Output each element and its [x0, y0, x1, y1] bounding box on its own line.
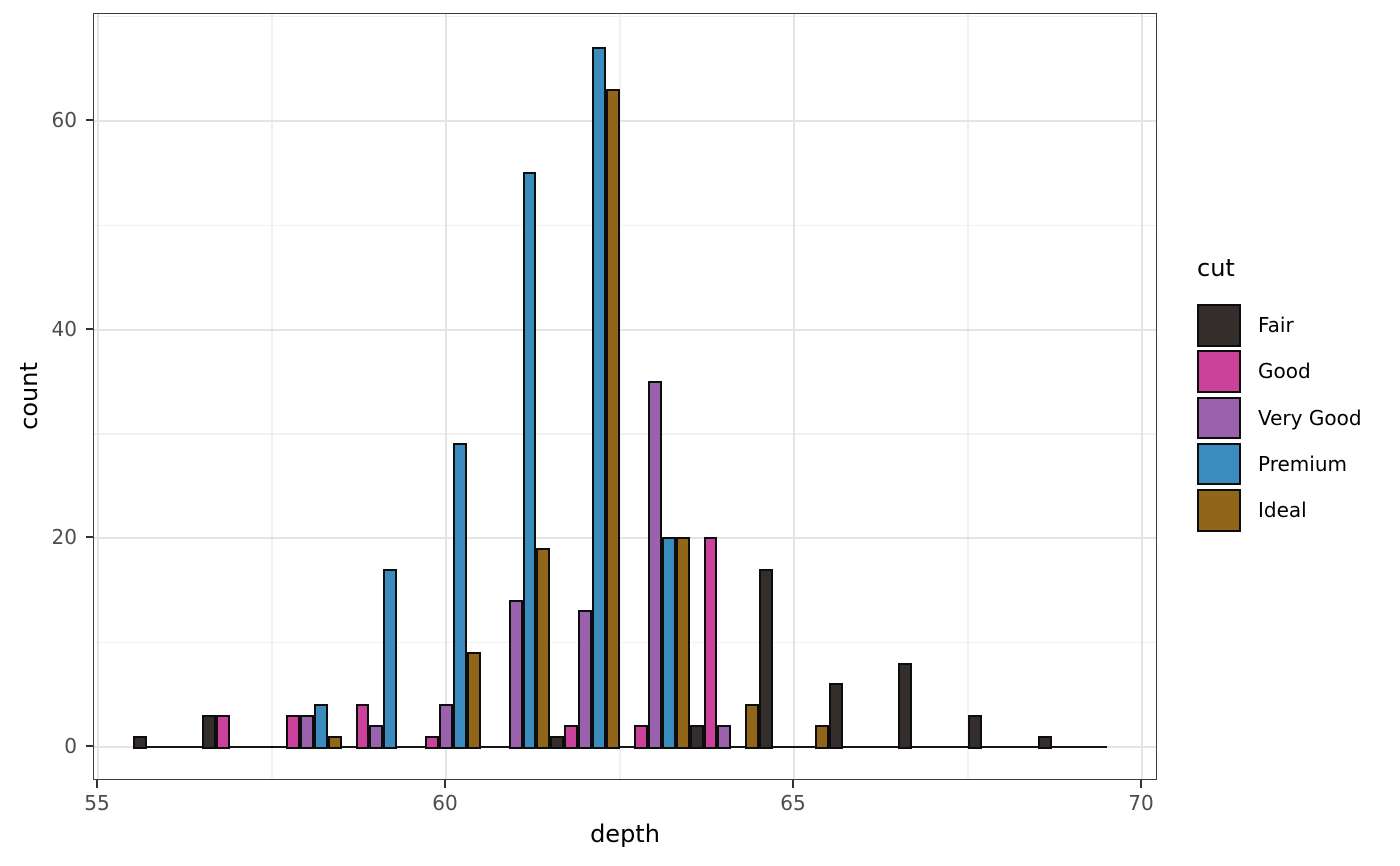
bar-fair-56	[132, 735, 147, 749]
x-major-gridline	[445, 14, 447, 779]
bar-very-good-62	[578, 610, 593, 749]
bar-very-good-64	[717, 725, 732, 749]
y-axis-title: count	[15, 362, 43, 430]
x-major-gridline	[97, 14, 99, 779]
x-minor-gridline	[619, 14, 621, 779]
bar-good-57	[216, 714, 231, 749]
legend-label-fair: Fair	[1258, 313, 1294, 337]
plot-panel	[93, 13, 1157, 780]
y-axis-tick	[85, 119, 93, 122]
bar-very-good-59	[369, 725, 384, 749]
x-axis-tick	[1140, 780, 1142, 788]
bar-ideal-60	[466, 652, 481, 749]
y-axis-tick	[85, 327, 93, 330]
y-major-gridline	[94, 537, 1156, 540]
legend-swatch-good	[1197, 350, 1241, 393]
bar-good-59	[355, 704, 370, 749]
y-axis-tick	[85, 745, 93, 747]
y-major-gridline	[94, 328, 1156, 331]
bar-good-58	[285, 714, 300, 749]
y-minor-gridline	[94, 15, 1156, 18]
y-minor-gridline	[94, 433, 1156, 435]
bar-good-62	[564, 725, 579, 749]
bar-premium-62	[592, 46, 607, 749]
histogram-zero-baseline	[132, 745, 1108, 749]
legend-label-good: Good	[1258, 359, 1311, 384]
legend-label-premium: Premium	[1258, 451, 1347, 476]
y-axis-tick-label: 40	[51, 316, 77, 341]
bar-very-good-61	[508, 599, 523, 749]
bar-fair-65	[759, 568, 774, 749]
bar-good-60	[425, 735, 440, 749]
legend-label-very-good: Very Good	[1258, 405, 1362, 430]
x-axis-tick-label: 70	[1128, 791, 1154, 815]
legend-label-ideal: Ideal	[1258, 498, 1307, 523]
x-axis-tick	[96, 780, 98, 788]
y-axis-tick	[85, 536, 93, 539]
bar-fair-69	[1037, 735, 1052, 749]
legend-swatch-premium	[1197, 442, 1241, 486]
bar-ideal-62	[606, 88, 620, 749]
x-minor-gridline	[271, 14, 273, 779]
y-axis-tick-label: 20	[51, 525, 77, 550]
bar-fair-62	[550, 735, 565, 749]
x-axis-tick-label: 55	[84, 791, 110, 815]
x-major-gridline	[1141, 14, 1143, 779]
bar-very-good-63	[647, 380, 662, 749]
bar-fair-66	[828, 683, 843, 749]
bar-fair-67	[898, 662, 913, 749]
legend: cut Fair Good Very Good Premium Ideal	[1190, 252, 1395, 542]
bar-fair-57	[202, 714, 217, 749]
y-axis-tick-label: 0	[64, 734, 77, 758]
x-axis-tick-label: 65	[780, 791, 806, 815]
bar-fair-68	[968, 714, 982, 749]
bar-premium-61	[522, 172, 537, 749]
bar-good-64	[703, 537, 718, 749]
bar-good-63	[633, 725, 648, 749]
legend-swatch-fair	[1197, 304, 1241, 347]
y-axis-tick-label: 60	[51, 108, 77, 133]
legend-title: cut	[1197, 254, 1235, 282]
y-minor-gridline	[94, 224, 1156, 227]
bar-ideal-61	[536, 547, 551, 749]
x-axis-tick-label: 60	[432, 791, 458, 815]
x-major-gridline	[793, 14, 795, 779]
bar-premium-63	[661, 537, 676, 749]
bar-ideal-64	[745, 704, 760, 749]
bar-very-good-60	[439, 704, 453, 749]
legend-swatch-ideal	[1197, 489, 1241, 532]
x-axis-tick	[444, 780, 446, 788]
bar-premium-60	[452, 443, 467, 749]
legend-swatch-very-good	[1197, 396, 1241, 440]
bar-ideal-65	[814, 725, 829, 749]
bar-ideal-58	[327, 735, 342, 749]
x-axis-tick	[792, 780, 794, 788]
bar-ideal-63	[675, 537, 690, 749]
y-minor-gridline	[94, 641, 1156, 644]
bar-premium-58	[313, 704, 328, 749]
y-major-gridline	[94, 120, 1156, 123]
bar-fair-64	[689, 725, 704, 749]
bar-premium-59	[383, 568, 398, 749]
bar-very-good-58	[299, 714, 314, 749]
x-minor-gridline	[967, 14, 969, 779]
x-axis-title: depth	[590, 820, 660, 848]
